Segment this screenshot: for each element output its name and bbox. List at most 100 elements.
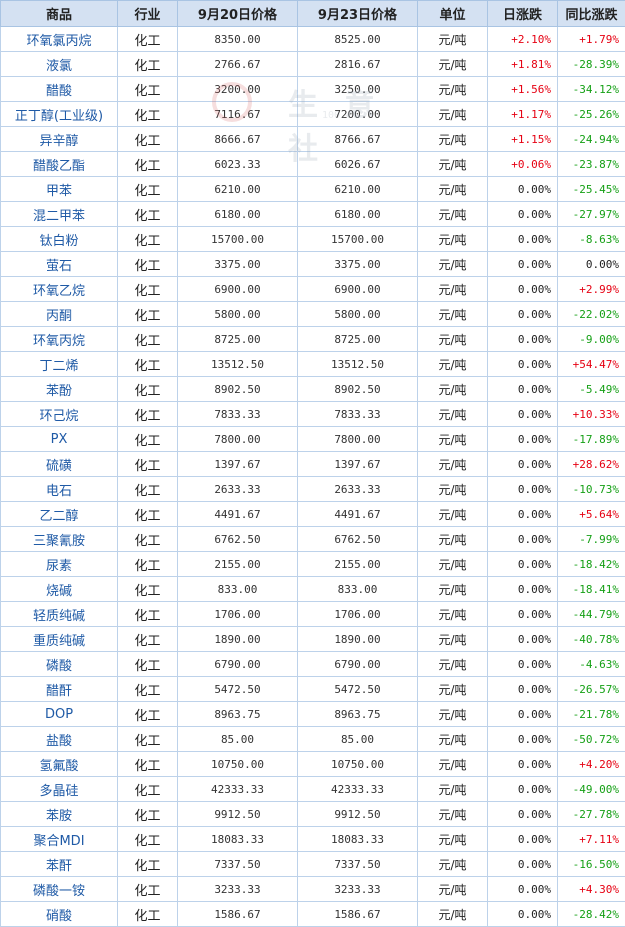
unit-cell: 元/吨 bbox=[417, 626, 488, 652]
unit-cell: 元/吨 bbox=[417, 376, 488, 402]
table-row: 电石 化工 2633.33 2633.33 元/吨 0.00% -10.73% bbox=[0, 476, 625, 502]
price-sep23-cell: 5800.00 bbox=[297, 301, 418, 327]
product-name-link[interactable]: 丁二烯 bbox=[0, 351, 118, 377]
product-name-link[interactable]: 醋酸乙酯 bbox=[0, 151, 118, 177]
product-name-link[interactable]: 盐酸 bbox=[0, 726, 118, 752]
yoy-change-cell: +2.99% bbox=[557, 276, 625, 302]
price-sep23-cell: 6900.00 bbox=[297, 276, 418, 302]
header-price-sep23[interactable]: 9月23日价格 bbox=[297, 0, 418, 27]
table-header-row: 商品 行业 9月20日价格 9月23日价格 单位 日涨跌 同比涨跌 bbox=[0, 0, 625, 27]
daily-change-cell: +1.81% bbox=[487, 51, 558, 77]
product-name-link[interactable]: 三聚氰胺 bbox=[0, 526, 118, 552]
price-sep20-cell: 8725.00 bbox=[177, 326, 298, 352]
product-name-link[interactable]: 正丁醇(工业级) bbox=[0, 101, 118, 127]
table-row: 多晶硅 化工 42333.33 42333.33 元/吨 0.00% -49.00% bbox=[0, 776, 625, 802]
industry-cell: 化工 bbox=[117, 376, 178, 402]
product-name-link[interactable]: 硝酸 bbox=[0, 901, 118, 927]
daily-change-cell: 0.00% bbox=[487, 551, 558, 577]
yoy-change-cell: -18.41% bbox=[557, 576, 625, 602]
product-name-link[interactable]: DOP bbox=[0, 701, 118, 727]
price-sep23-cell: 6210.00 bbox=[297, 176, 418, 202]
daily-change-cell: 0.00% bbox=[487, 526, 558, 552]
yoy-change-cell: +1.79% bbox=[557, 26, 625, 52]
product-name-link[interactable]: 醋酸 bbox=[0, 76, 118, 102]
product-name-link[interactable]: 环己烷 bbox=[0, 401, 118, 427]
header-price-sep20[interactable]: 9月20日价格 bbox=[177, 0, 298, 27]
product-name-link[interactable]: 硫磺 bbox=[0, 451, 118, 477]
daily-change-cell: +1.56% bbox=[487, 76, 558, 102]
product-name-link[interactable]: 萤石 bbox=[0, 251, 118, 277]
product-name-link[interactable]: 多晶硅 bbox=[0, 776, 118, 802]
yoy-change-cell: -27.78% bbox=[557, 801, 625, 827]
price-sep23-cell: 3233.33 bbox=[297, 876, 418, 902]
header-daily-change[interactable]: 日涨跌 bbox=[487, 0, 558, 27]
product-name-link[interactable]: 混二甲苯 bbox=[0, 201, 118, 227]
price-sep23-cell: 7337.50 bbox=[297, 851, 418, 877]
product-name-link[interactable]: 甲苯 bbox=[0, 176, 118, 202]
header-product[interactable]: 商品 bbox=[0, 0, 118, 27]
product-name-link[interactable]: 重质纯碱 bbox=[0, 626, 118, 652]
unit-cell: 元/吨 bbox=[417, 101, 488, 127]
industry-cell: 化工 bbox=[117, 176, 178, 202]
product-name-link[interactable]: 丙酮 bbox=[0, 301, 118, 327]
price-sep20-cell: 3200.00 bbox=[177, 76, 298, 102]
industry-cell: 化工 bbox=[117, 451, 178, 477]
product-name-link[interactable]: 磷酸一铵 bbox=[0, 876, 118, 902]
yoy-change-cell: +10.33% bbox=[557, 401, 625, 427]
product-name-link[interactable]: 环氧氯丙烷 bbox=[0, 26, 118, 52]
yoy-change-cell: -28.42% bbox=[557, 901, 625, 927]
product-name-link[interactable]: 醋酐 bbox=[0, 676, 118, 702]
price-sep23-cell: 8766.67 bbox=[297, 126, 418, 152]
industry-cell: 化工 bbox=[117, 701, 178, 727]
product-name-link[interactable]: 异辛醇 bbox=[0, 126, 118, 152]
product-name-link[interactable]: 磷酸 bbox=[0, 651, 118, 677]
product-name-link[interactable]: PX bbox=[0, 426, 118, 452]
daily-change-cell: 0.00% bbox=[487, 576, 558, 602]
product-name-link[interactable]: 尿素 bbox=[0, 551, 118, 577]
product-name-link[interactable]: 环氧乙烷 bbox=[0, 276, 118, 302]
product-name-link[interactable]: 钛白粉 bbox=[0, 226, 118, 252]
yoy-change-cell: +5.64% bbox=[557, 501, 625, 527]
product-name-link[interactable]: 乙二醇 bbox=[0, 501, 118, 527]
industry-cell: 化工 bbox=[117, 526, 178, 552]
industry-cell: 化工 bbox=[117, 626, 178, 652]
daily-change-cell: 0.00% bbox=[487, 401, 558, 427]
product-name-link[interactable]: 苯酐 bbox=[0, 851, 118, 877]
table-body: 环氧氯丙烷 化工 8350.00 8525.00 元/吨 +2.10% +1.79% 液氯化工… bbox=[0, 26, 625, 927]
product-name-link[interactable]: 苯酚 bbox=[0, 376, 118, 402]
header-industry[interactable]: 行业 bbox=[117, 0, 178, 27]
daily-change-cell: 0.00% bbox=[487, 626, 558, 652]
table-row: 丁二烯 化工 13512.50 13512.50 元/吨 0.00% +54.47% bbox=[0, 351, 625, 377]
daily-change-cell: +0.06% bbox=[487, 151, 558, 177]
industry-cell: 化工 bbox=[117, 751, 178, 777]
daily-change-cell: 0.00% bbox=[487, 376, 558, 402]
table-row: 钛白粉 化工 15700.00 15700.00 元/吨 0.00% -8.63% bbox=[0, 226, 625, 252]
table-row: DOP 化工 8963.75 8963.75 元/吨 0.00% -21.78% bbox=[0, 701, 625, 727]
industry-cell: 化工 bbox=[117, 601, 178, 627]
product-name-link[interactable]: 轻质纯碱 bbox=[0, 601, 118, 627]
price-sep23-cell: 6762.50 bbox=[297, 526, 418, 552]
product-name-link[interactable]: 烧碱 bbox=[0, 576, 118, 602]
product-name-link[interactable]: 液氯 bbox=[0, 51, 118, 77]
yoy-change-cell: +28.62% bbox=[557, 451, 625, 477]
product-name-link[interactable]: 电石 bbox=[0, 476, 118, 502]
table-row: 环氧氯丙烷 化工 8350.00 8525.00 元/吨 +2.10% +1.79% bbox=[0, 26, 625, 52]
industry-cell: 化工 bbox=[117, 326, 178, 352]
price-sep20-cell: 4491.67 bbox=[177, 501, 298, 527]
daily-change-cell: 0.00% bbox=[487, 201, 558, 227]
header-unit[interactable]: 单位 bbox=[417, 0, 488, 27]
product-name-link[interactable]: 环氧丙烷 bbox=[0, 326, 118, 352]
price-sep20-cell: 2155.00 bbox=[177, 551, 298, 577]
yoy-change-cell: -23.87% bbox=[557, 151, 625, 177]
yoy-change-cell: -26.57% bbox=[557, 676, 625, 702]
header-yoy-change[interactable]: 同比涨跌 bbox=[557, 0, 625, 27]
yoy-change-cell: -22.02% bbox=[557, 301, 625, 327]
daily-change-cell: 0.00% bbox=[487, 851, 558, 877]
product-name-link[interactable]: 氢氟酸 bbox=[0, 751, 118, 777]
table-row: 苯酚 化工 8902.50 8902.50 元/吨 0.00% -5.49% bbox=[0, 376, 625, 402]
daily-change-cell: 0.00% bbox=[487, 451, 558, 477]
product-name-link[interactable]: 聚合MDI bbox=[0, 826, 118, 852]
product-name-link[interactable]: 苯胺 bbox=[0, 801, 118, 827]
table-row: 磷酸 化工 6790.00 6790.00 元/吨 0.00% -4.63% bbox=[0, 651, 625, 677]
yoy-change-cell: -8.63% bbox=[557, 226, 625, 252]
